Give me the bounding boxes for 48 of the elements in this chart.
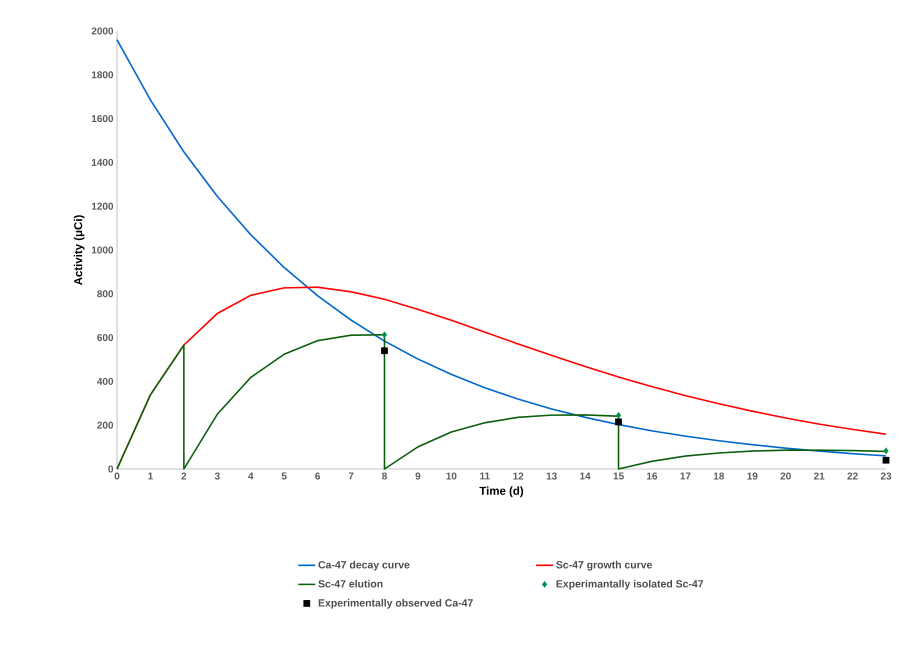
- x-tick-label: 11: [480, 472, 490, 480]
- x-tick-label: 2: [181, 472, 186, 480]
- y-tick-label: 1800: [92, 71, 114, 78]
- x-tick-label: 6: [315, 472, 320, 480]
- point: [615, 418, 622, 426]
- x-tick-label: 9: [415, 472, 420, 480]
- y-tick-label: 2000: [92, 27, 114, 35]
- point: [882, 456, 890, 464]
- x-tick-label: 15: [614, 472, 624, 480]
- x-tick-label: 14: [580, 472, 591, 480]
- x-tick-label: 3: [214, 472, 220, 480]
- point: [382, 331, 388, 338]
- y-tick-label: 1200: [92, 202, 114, 210]
- y-tick-label: 1400: [92, 158, 114, 166]
- legend-label: Sc-47 growth curve: [556, 560, 652, 571]
- y-tick-label: 1000: [92, 246, 114, 254]
- x-tick-label: 21: [814, 472, 824, 480]
- y-tick-label: 600: [97, 334, 114, 342]
- x-tick-label: 12: [513, 472, 524, 480]
- x-tick-label: 20: [780, 472, 791, 480]
- point: [381, 347, 388, 354]
- y-axis-title: Activity (μCi): [74, 215, 84, 286]
- x-tick-label: 13: [546, 472, 557, 480]
- x-tick-label: 10: [446, 472, 456, 480]
- legend-label: Ca-47 decay curve: [318, 560, 410, 571]
- x-axis-title: Time (d): [479, 486, 524, 498]
- x-tick-label: 18: [714, 472, 724, 480]
- y-tick-label: 400: [97, 378, 114, 385]
- x-tick-label: 1: [148, 472, 153, 480]
- y-tick-label: 1600: [92, 115, 114, 122]
- point: [616, 412, 622, 419]
- legend-label: Experimentally observed Ca-47: [318, 598, 473, 609]
- y-tick-label: 800: [97, 290, 114, 298]
- x-tick-label: 7: [348, 472, 354, 480]
- x-tick-label: 8: [382, 472, 387, 480]
- x-tick-label: 17: [680, 472, 691, 480]
- point: [883, 447, 889, 454]
- x-tick-label: 16: [647, 472, 658, 480]
- y-tick-label: 200: [97, 422, 114, 429]
- x-tick-label: 4: [248, 472, 254, 480]
- y-tick-label: 0: [108, 465, 114, 473]
- x-tick-label: 23: [880, 472, 892, 480]
- legend-label: Sc-47 elution: [318, 580, 382, 588]
- x-tick-label: 0: [114, 472, 120, 480]
- x-tick-label: 5: [282, 472, 287, 480]
- legend-label: Experimantally isolated Sc-47: [556, 580, 704, 590]
- x-tick-label: 19: [747, 472, 758, 480]
- x-tick-label: 22: [847, 472, 858, 480]
